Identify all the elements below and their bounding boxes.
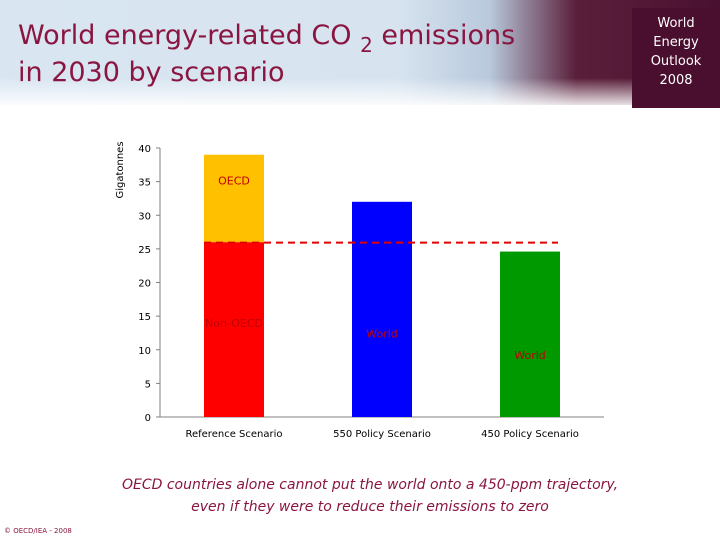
- banner-fade: [0, 78, 720, 106]
- slide-title: World energy-related CO 2 emissions in 2…: [18, 18, 598, 91]
- bar-segment-label: World: [514, 349, 546, 362]
- x-category-label: 550 Policy Scenario: [333, 429, 431, 440]
- badge-line-2: Energy: [653, 35, 699, 50]
- title-part2: emissions: [381, 20, 516, 51]
- title-part1: World energy-related CO: [18, 20, 352, 51]
- x-category-label: 450 Policy Scenario: [481, 429, 579, 440]
- badge-line-3: Outlook: [650, 54, 702, 69]
- caption-line-2: even if they were to reduce their emissi…: [191, 499, 549, 515]
- title-subscript: 2: [360, 33, 373, 57]
- badge-line-1: World: [657, 16, 695, 31]
- weo-logo-badge: [632, 8, 720, 108]
- y-tick-label: 25: [138, 245, 151, 256]
- y-tick-label: 5: [145, 379, 151, 390]
- x-category-label: Reference Scenario: [185, 429, 282, 440]
- bar-segment-label: Non-OECD: [205, 317, 263, 330]
- caption: OECD countries alone cannot put the worl…: [60, 474, 680, 518]
- y-tick-label: 40: [138, 144, 151, 155]
- y-tick-label: 15: [138, 312, 151, 323]
- y-tick-label: 30: [138, 211, 151, 222]
- caption-line-1: OECD countries alone cannot put the worl…: [121, 477, 619, 493]
- y-tick-label: 0: [145, 413, 151, 424]
- title-line2: in 2030 by scenario: [18, 57, 285, 88]
- copyright-notice: © OECD/IEA - 2008: [4, 527, 72, 535]
- weo-logo-text: World Energy Outlook 2008: [632, 14, 720, 90]
- bar-segment: [204, 154, 264, 243]
- badge-line-4: 2008: [659, 73, 693, 88]
- bar-segment-label: World: [366, 327, 398, 340]
- y-tick-label: 20: [138, 279, 151, 290]
- bar-segment: [204, 242, 264, 417]
- bar-segment: [500, 251, 560, 417]
- y-axis-label: Gigatonnes: [115, 141, 126, 198]
- y-tick-label: 10: [138, 346, 151, 357]
- y-tick-label: 35: [138, 178, 151, 189]
- bar-segment-label: OECD: [218, 174, 250, 187]
- bar-segment: [352, 201, 412, 417]
